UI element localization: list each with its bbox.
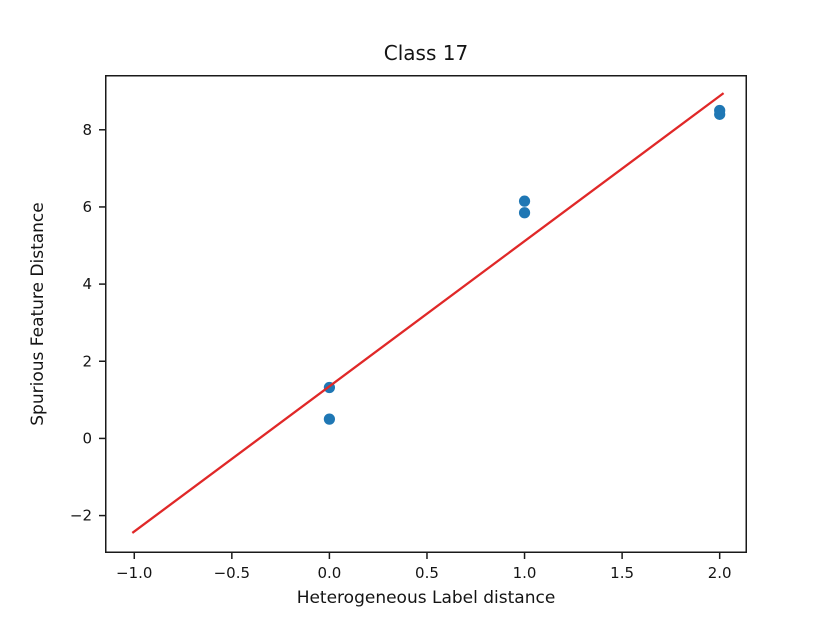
y-tick-label: 8 — [82, 121, 92, 139]
y-tick-label: −2 — [70, 507, 92, 525]
y-tick-label: 0 — [82, 429, 92, 447]
plot-frame — [105, 75, 747, 553]
scatter-point — [714, 108, 726, 120]
scatter-point — [518, 207, 531, 219]
x-tick-label: 1.5 — [610, 564, 634, 582]
x-tick-label: −0.5 — [214, 564, 250, 582]
x-tick-label: 0.5 — [415, 564, 439, 582]
x-axis-label: Heterogeneous Label distance — [296, 588, 556, 608]
scatter-point — [323, 413, 336, 425]
y-tick-label: 6 — [82, 198, 92, 216]
chart-title: Class 17 — [383, 41, 469, 65]
x-tick-label: −1.0 — [116, 564, 152, 582]
y-tick-label: 4 — [82, 275, 92, 293]
x-tick-label: 2.0 — [708, 564, 732, 582]
x-tick-label: 1.0 — [513, 564, 537, 582]
regression-line — [131, 92, 725, 534]
x-tick-label: 0.0 — [317, 564, 341, 582]
scatter-point — [518, 195, 531, 207]
y-tick-label: 2 — [82, 352, 92, 370]
